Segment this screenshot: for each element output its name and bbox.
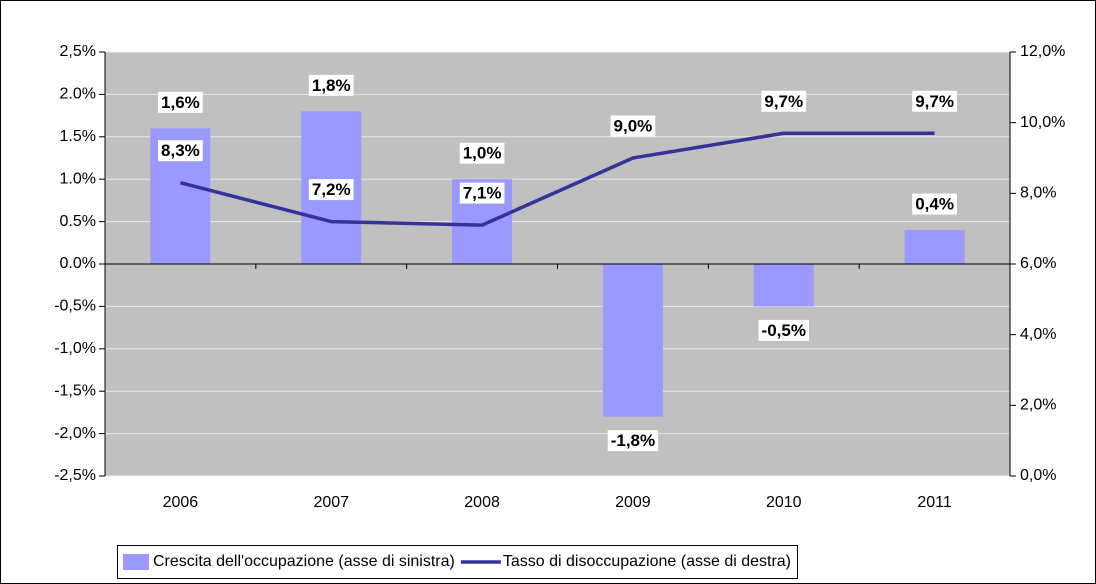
data-label-text: -1,8%	[611, 431, 655, 450]
data-label-bg	[610, 115, 656, 137]
legend: Crescita dell'occupazione (asse di sinis…	[117, 545, 799, 579]
y-tick-label: -2,5%	[54, 467, 96, 484]
y-tick-label: -2,0%	[54, 425, 96, 442]
data-label: 1,6%	[158, 91, 203, 113]
y2-tick-label: 0,0%	[1020, 467, 1056, 484]
legend-label: Crescita dell'occupazione (asse di sinis…	[153, 553, 455, 570]
x-tick-label: 2009	[615, 494, 651, 511]
data-label-text: -0,5%	[762, 321, 806, 340]
x-tick-label: 2011	[917, 494, 952, 511]
x-tick-label: 2007	[313, 494, 349, 511]
y-tick-label: 2.0%	[60, 86, 96, 103]
data-label-text: 1,0%	[463, 144, 502, 163]
data-label-text: 0,4%	[915, 195, 954, 214]
y-tick-label: -1,5%	[54, 382, 96, 399]
y2-tick-label: 12,0%	[1020, 43, 1065, 60]
y-tick-label: 2,5%	[60, 43, 96, 60]
data-label: 1,0%	[459, 142, 505, 164]
data-label-text: 7,1%	[463, 184, 502, 203]
data-label-bg	[308, 179, 354, 201]
bar	[904, 230, 965, 264]
data-label: 7,1%	[459, 182, 505, 204]
data-label-text: 1,8%	[312, 76, 351, 95]
y2-tick-label: 6,0%	[1020, 255, 1056, 272]
y-tick-label: -1,0%	[54, 340, 96, 357]
y2-tick-label: 4,0%	[1020, 326, 1056, 343]
data-label-bg	[912, 193, 957, 215]
legend-label: Tasso di disoccupazione (asse di destra)	[503, 553, 791, 570]
data-label-bg	[912, 90, 957, 112]
bar	[602, 264, 663, 417]
x-tick-label: 2008	[464, 494, 500, 511]
data-label-text: 9,0%	[614, 116, 653, 135]
data-label-text: 1,6%	[161, 93, 200, 112]
data-label-bg	[459, 182, 505, 204]
y-tick-label: 0.5%	[60, 213, 96, 230]
data-label: -0,5%	[758, 319, 809, 341]
x-tick-label: 2010	[766, 494, 802, 511]
y2-tick-label: 2,0%	[1020, 397, 1056, 414]
y-tick-label: -0,5%	[54, 298, 96, 315]
data-label-text: 9,7%	[764, 92, 803, 111]
data-label-bg	[158, 91, 203, 113]
data-label-bg	[459, 142, 505, 164]
data-label-bg	[308, 74, 354, 96]
data-label-text: 8,3%	[161, 141, 200, 160]
data-label: 9,7%	[761, 90, 807, 112]
data-label-bg	[158, 140, 203, 162]
data-label: -1,8%	[607, 430, 659, 452]
y-tick-label: 1.0%	[60, 170, 96, 187]
data-label-bg	[607, 430, 659, 452]
y2-tick-label: 8,0%	[1020, 185, 1056, 202]
bar	[753, 264, 814, 307]
data-label: 9,7%	[912, 90, 957, 112]
y2-tick-label: 10,0%	[1020, 114, 1065, 131]
data-label-bg	[758, 319, 809, 341]
data-label: 9,0%	[610, 115, 656, 137]
y-tick-label: 0.0%	[60, 255, 96, 272]
data-label: 7,2%	[308, 179, 354, 201]
legend-box	[117, 545, 799, 579]
legend-swatch	[123, 554, 149, 570]
y-tick-label: 1.5%	[60, 128, 96, 145]
data-label: 0,4%	[912, 193, 957, 215]
line	[179, 131, 935, 227]
data-label-bg	[761, 90, 807, 112]
data-label-text: 9,7%	[915, 92, 954, 111]
data-label: 1,8%	[308, 74, 354, 96]
x-tick-label: 2006	[163, 494, 199, 511]
data-label: 8,3%	[158, 140, 203, 162]
data-label-text: 7,2%	[312, 180, 351, 199]
